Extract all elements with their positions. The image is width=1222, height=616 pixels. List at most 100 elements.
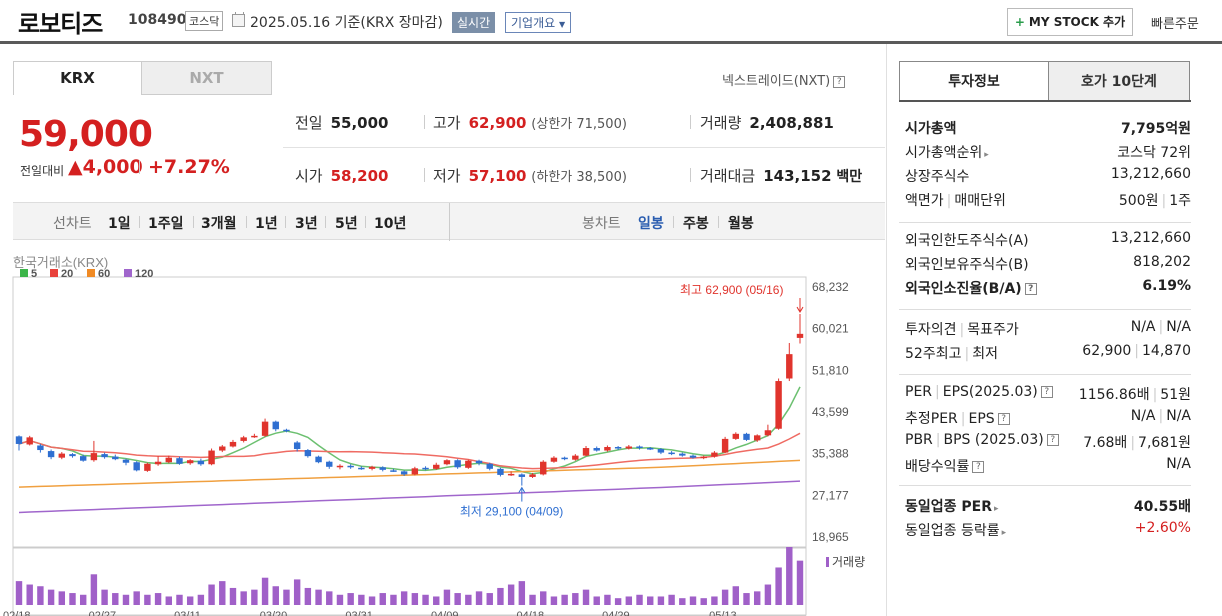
realtime-button[interactable]: 실시간: [452, 12, 496, 33]
divider: [139, 216, 140, 228]
divider: [193, 216, 194, 228]
candle-body: [15, 436, 23, 444]
plus-icon: +: [1014, 15, 1025, 29]
candle-body: [540, 461, 547, 475]
help-icon[interactable]: ?: [1040, 386, 1053, 398]
info-row: 배당수익률? N/A: [905, 456, 1191, 478]
help-icon[interactable]: ?: [997, 413, 1010, 425]
low-annotation: 최저 29,100 (04/09): [460, 505, 563, 519]
divider: [365, 216, 366, 228]
caret-right-icon[interactable]: ▸: [994, 504, 999, 514]
stat-sub: (하한가 38,500): [531, 170, 627, 185]
volume-bar: [47, 589, 55, 605]
candle-body: [625, 446, 633, 449]
volume-bar: [732, 586, 740, 605]
ma-legend-label: 120: [135, 268, 153, 280]
candle-body: [443, 460, 451, 465]
candle-body: [326, 461, 333, 467]
candle-body: [764, 430, 772, 436]
price-chart[interactable]: 한국거래소(KRX)5 20 60 120 68,232 60,021 51,810 43,5…: [0, 245, 885, 616]
help-icon[interactable]: ?: [833, 75, 846, 88]
period-3y[interactable]: 3년: [295, 216, 318, 232]
candle-body: [614, 447, 622, 449]
info-value-text: 13,212,660: [1110, 230, 1191, 246]
info-value-text: N/A: [1166, 319, 1191, 335]
ma-legend-swatch: [124, 269, 132, 277]
x-tick-label: 05/13: [709, 610, 737, 616]
volume-bar: [582, 589, 590, 605]
info-value: 40.55배: [1134, 496, 1191, 516]
volume-bar: [293, 579, 301, 605]
candle-body: [550, 457, 558, 462]
divider: [886, 44, 887, 616]
help-icon[interactable]: ?: [1046, 434, 1059, 446]
quick-order-button[interactable]: 빠른주문: [1151, 17, 1199, 32]
volume-bar: [197, 594, 205, 605]
volume-bar: [700, 598, 707, 605]
info-value: 13,212,660: [1111, 230, 1191, 246]
candle-body: [572, 455, 579, 460]
stat-low: 저가 57,100 (하한가 38,500): [433, 165, 627, 186]
candle-body: [433, 464, 440, 469]
info-row: 시가총액순위 ▸ 코스닥 72위: [905, 142, 1191, 164]
period-1w[interactable]: 1주일: [148, 216, 184, 232]
help-icon[interactable]: ?: [1024, 283, 1037, 295]
add-mystock-label: MY STOCK 추가: [1028, 15, 1126, 29]
volume-bar: [529, 594, 536, 605]
period-1y[interactable]: 1년: [255, 216, 278, 232]
tab-krx[interactable]: KRX: [13, 61, 142, 95]
x-tick-label: 04/29: [602, 610, 630, 616]
period-monthly[interactable]: 월봉: [728, 216, 754, 232]
candle-body: [561, 457, 568, 460]
info-value: +2.60%: [1135, 520, 1191, 536]
period-10y[interactable]: 10년: [374, 216, 407, 232]
info-label-text: EPS: [968, 411, 995, 427]
tab-investment-info[interactable]: 투자정보: [899, 61, 1049, 101]
volume-bar: [636, 594, 643, 605]
add-mystock-button[interactable]: + MY STOCK 추가: [1007, 8, 1133, 36]
volume-bar: [336, 594, 344, 605]
info-label: 배당수익률?: [905, 456, 985, 476]
tab-nxt[interactable]: NXT: [141, 61, 272, 95]
info-value-text: 500원: [1118, 193, 1159, 209]
chevron-down-icon: ▼: [559, 20, 566, 29]
stat-label: 전일: [295, 114, 323, 132]
volume-bar: [668, 594, 675, 605]
y-tick-label: 68,232: [812, 280, 849, 294]
volume-bar: [721, 589, 729, 605]
divider: |: [1158, 319, 1164, 335]
caret-right-icon[interactable]: ▸: [984, 150, 989, 160]
info-row: 52주최고 | 최저 62,900 | 14,870: [905, 343, 1191, 365]
x-tick-label: 02/18: [3, 610, 31, 616]
help-icon[interactable]: ?: [972, 461, 985, 473]
volume-bar: [261, 577, 269, 605]
ma-line-20: [18, 432, 801, 470]
info-value-text: 코스닥 72위: [1117, 145, 1191, 161]
period-daily[interactable]: 일봉: [638, 216, 664, 232]
tab-orderbook-10[interactable]: 호가 10단계: [1048, 61, 1190, 101]
candle-body: [390, 470, 397, 472]
line-chart-label: 선차트: [53, 216, 92, 232]
divider: |: [1152, 387, 1158, 403]
date-text: 2025.05.16 기준(KRX 장마감): [250, 15, 443, 31]
info-value-text: +2.60%: [1134, 520, 1191, 536]
period-1d[interactable]: 1일: [108, 216, 131, 232]
divider: [690, 168, 691, 182]
caret-right-icon[interactable]: ▸: [1001, 528, 1007, 538]
period-5y[interactable]: 5년: [335, 216, 358, 232]
company-overview-button[interactable]: 기업개요 ▼: [505, 12, 572, 33]
candle-body: [753, 435, 761, 441]
info-value-text: 14,870: [1142, 343, 1191, 359]
candle-body: [133, 462, 140, 471]
y-tick-label: 51,810: [812, 363, 849, 377]
divider: |: [1158, 408, 1164, 424]
period-weekly[interactable]: 주봉: [683, 216, 709, 232]
volume-bar: [315, 589, 322, 605]
candle-body: [711, 452, 718, 457]
info-label-text: 매매단위: [954, 193, 1006, 209]
info-value: 500원 | 1주: [1119, 190, 1191, 210]
volume-bar: [753, 591, 761, 605]
period-3m[interactable]: 3개월: [201, 216, 237, 232]
candle-body: [786, 354, 793, 379]
volume-bar: [304, 587, 312, 605]
